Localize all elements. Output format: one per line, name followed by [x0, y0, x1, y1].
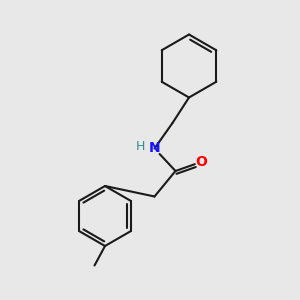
Text: N: N [149, 142, 160, 155]
Text: H: H [135, 140, 145, 153]
Text: O: O [195, 155, 207, 169]
